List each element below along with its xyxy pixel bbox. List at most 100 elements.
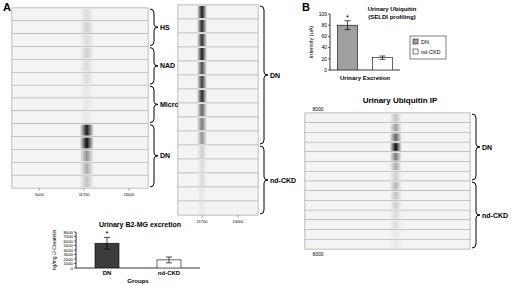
- y-tick-label: 3000: [63, 252, 73, 257]
- gel-axis-label: 11700: [79, 192, 91, 197]
- band: [197, 34, 207, 46]
- x-axis: [76, 268, 200, 269]
- band: [390, 201, 402, 209]
- gel: DNnd-CKD1170013000: [178, 5, 296, 224]
- group-label: HS: [160, 24, 170, 31]
- annotation: *: [346, 13, 349, 22]
- band: [197, 48, 207, 60]
- figure: ABHSNADMicroDN50001170013000DNnd-CKD1170…: [0, 0, 520, 285]
- lane: [12, 34, 148, 47]
- gel-frame: [12, 8, 148, 188]
- bracket: [472, 114, 480, 180]
- error-bar: [345, 21, 351, 30]
- legend-label: nd-CKD: [421, 49, 441, 55]
- band: [80, 35, 94, 46]
- band: [80, 9, 94, 20]
- band: [197, 62, 207, 74]
- lane: [178, 145, 258, 159]
- band: [390, 221, 402, 229]
- group-label: DN: [160, 152, 170, 159]
- gel-axis-label: 11700: [197, 219, 209, 224]
- plot-area: [95, 237, 181, 268]
- band: [197, 202, 207, 214]
- lane: [12, 85, 148, 98]
- y-tick: [74, 241, 76, 242]
- lane: [12, 8, 148, 21]
- x-label: Groups: [127, 278, 149, 284]
- lane: [178, 89, 258, 103]
- band: [80, 48, 94, 59]
- band: [80, 60, 94, 71]
- panel-label: A: [3, 1, 11, 13]
- y-tick-label: 0: [71, 266, 74, 271]
- lane: [305, 220, 470, 230]
- y-tick-label: 60: [321, 33, 327, 39]
- title: Urinary Ubiquitin: [368, 6, 417, 12]
- band: [80, 125, 94, 136]
- band: [197, 104, 207, 116]
- y-tick: [74, 250, 76, 251]
- y-tick-label: 1000: [63, 261, 73, 266]
- y-tick: [74, 263, 76, 264]
- band: [80, 163, 94, 174]
- y-tick-label: 6000: [63, 239, 73, 244]
- legend-frame: [410, 36, 446, 59]
- lane: [12, 98, 148, 111]
- lane: [305, 171, 470, 181]
- lane: [12, 149, 148, 162]
- gel: HSNADMicroDN50001170013000: [12, 8, 179, 197]
- lane: [12, 111, 148, 124]
- lane: [12, 162, 148, 175]
- lane: [305, 191, 470, 201]
- gel: DNnd-CKDUrinary Ubiquitin IP80008000: [305, 96, 508, 257]
- lane: [305, 152, 470, 162]
- lane: [178, 47, 258, 61]
- band: [80, 138, 94, 149]
- band: [197, 90, 207, 102]
- bracket: [260, 6, 268, 144]
- band: [390, 124, 402, 132]
- gel-axis-label: 13000: [123, 192, 135, 197]
- gel-tick: [238, 215, 239, 218]
- subtitle: (SELDI profiling): [368, 14, 415, 20]
- legend-label: DN: [421, 39, 429, 45]
- lane: [178, 131, 258, 145]
- bar: [338, 25, 358, 70]
- lane: [178, 159, 258, 173]
- legend: DN nd-CKD: [410, 36, 446, 59]
- y-label: ng/mg U-Creatinin: [51, 229, 57, 270]
- band: [390, 133, 402, 141]
- annotation: *: [105, 229, 108, 238]
- bracket: [150, 125, 158, 187]
- y-tick: [328, 14, 330, 15]
- band: [390, 172, 402, 180]
- band: [197, 76, 207, 88]
- lane: [178, 173, 258, 187]
- band: [197, 6, 207, 18]
- lane: [178, 19, 258, 33]
- gel-title: Urinary Ubiquitin IP: [363, 96, 438, 105]
- band: [390, 153, 402, 161]
- gel-frame: [305, 113, 470, 249]
- gel-marker-label: 8000: [312, 106, 323, 112]
- y-tick: [328, 58, 330, 59]
- group-label: Micro: [160, 101, 179, 108]
- band: [197, 20, 207, 32]
- band: [390, 114, 402, 122]
- lane: [305, 162, 470, 172]
- band: [390, 192, 402, 200]
- y-tick: [328, 36, 330, 37]
- group-label: DN: [482, 144, 492, 151]
- y-tick: [74, 254, 76, 255]
- band: [80, 22, 94, 33]
- group-label: nd-CKD: [270, 177, 296, 184]
- bracket: [150, 9, 158, 46]
- band: [390, 143, 402, 151]
- gel-tick: [84, 188, 85, 191]
- group-label: nd-CKD: [482, 212, 508, 219]
- error-bar: [104, 237, 110, 249]
- lane: [178, 187, 258, 201]
- lane: [12, 47, 148, 60]
- lane: [12, 59, 148, 72]
- plot-area: [338, 21, 393, 70]
